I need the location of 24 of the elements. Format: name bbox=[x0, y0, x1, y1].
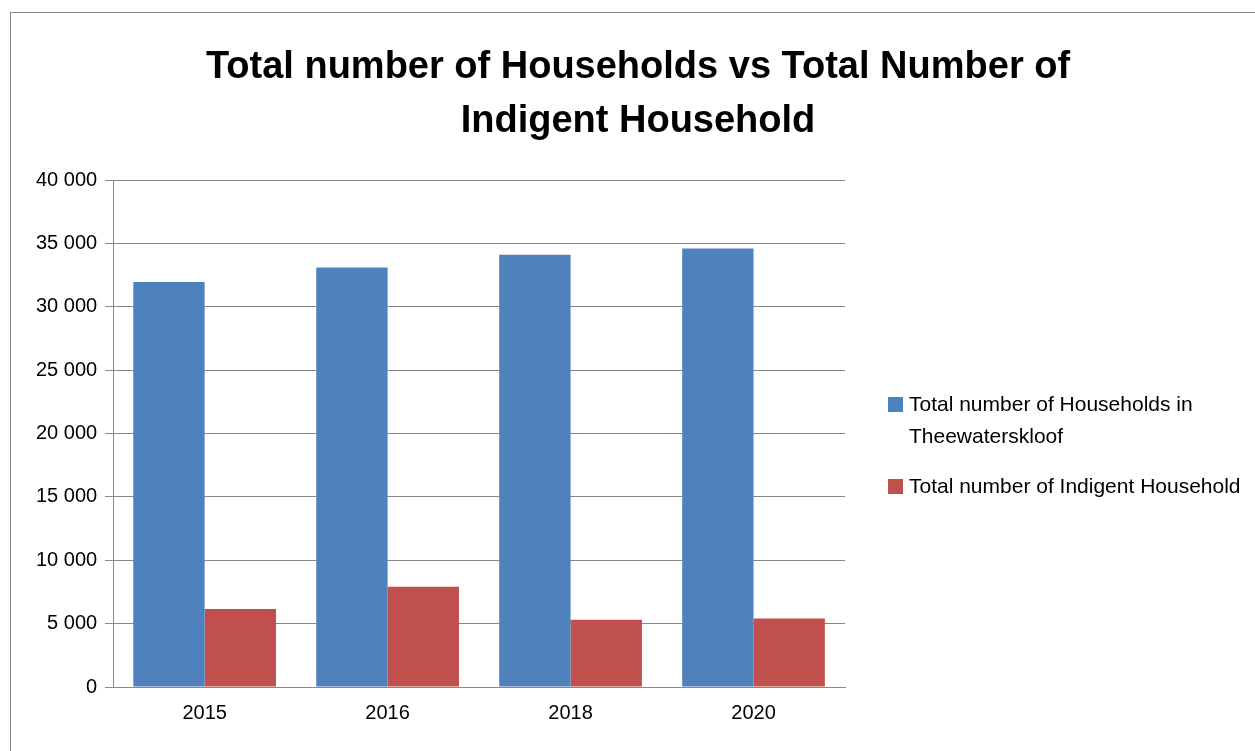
x-tick-label: 2016 bbox=[365, 700, 410, 723]
x-tick-label: 2015 bbox=[182, 700, 227, 723]
y-tick-label: 35 000 bbox=[36, 230, 98, 253]
bar bbox=[753, 618, 825, 687]
y-tick-label: 25 000 bbox=[36, 357, 98, 380]
bar bbox=[570, 619, 642, 687]
bar bbox=[133, 282, 205, 687]
legend-label: Total number of Indigent Household bbox=[909, 473, 1241, 499]
x-tick-label: 2018 bbox=[548, 700, 593, 723]
bar bbox=[387, 586, 459, 687]
y-tick-label: 0 bbox=[86, 674, 98, 697]
legend-label: Total number of Households in Theewaterskloof bbox=[909, 391, 1194, 449]
y-tick-label: 40 000 bbox=[36, 167, 98, 190]
bar bbox=[682, 248, 754, 687]
x-tick-label: 2020 bbox=[731, 700, 776, 723]
y-tick-label: 15 000 bbox=[36, 484, 98, 507]
y-tick-label: 20 000 bbox=[36, 421, 98, 444]
y-tick-label: 10 000 bbox=[36, 547, 98, 570]
chart-title: Total number of Households vs Total Number of Indigent Household bbox=[204, 43, 1072, 142]
bar bbox=[316, 267, 388, 687]
bar bbox=[499, 254, 571, 687]
y-tick-label: 5 000 bbox=[47, 611, 98, 634]
y-tick-label: 30 000 bbox=[36, 294, 98, 317]
bar bbox=[204, 609, 276, 687]
